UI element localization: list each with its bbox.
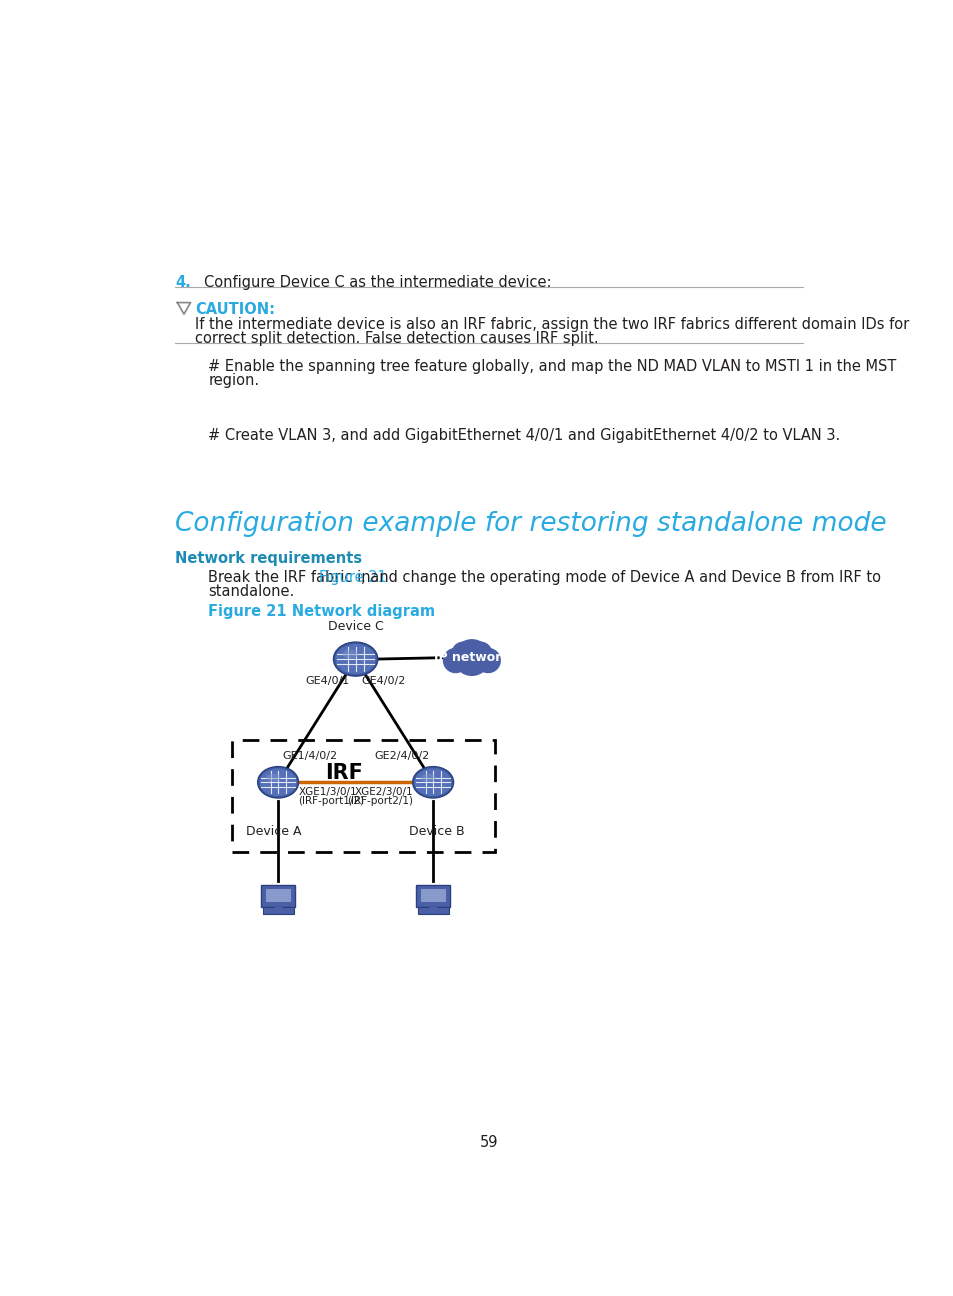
Bar bbox=[232, 740, 495, 851]
Text: GE4/0/2: GE4/0/2 bbox=[361, 677, 406, 686]
Text: GE4/0/1: GE4/0/1 bbox=[305, 677, 349, 686]
Text: XGE1/3/0/1: XGE1/3/0/1 bbox=[298, 787, 356, 797]
Text: standalone.: standalone. bbox=[208, 583, 294, 599]
Text: correct split detection. False detection causes IRF split.: correct split detection. False detection… bbox=[195, 330, 598, 346]
Text: XGE2/3/0/1: XGE2/3/0/1 bbox=[354, 787, 413, 797]
Text: CAUTION:: CAUTION: bbox=[195, 302, 274, 316]
Text: 4.: 4. bbox=[174, 275, 191, 290]
Text: (IRF-port1/2): (IRF-port1/2) bbox=[298, 796, 364, 806]
Circle shape bbox=[451, 642, 475, 665]
Circle shape bbox=[442, 648, 468, 673]
FancyBboxPatch shape bbox=[261, 885, 294, 907]
Circle shape bbox=[453, 639, 490, 677]
Text: # Create VLAN 3, and add GigabitEthernet 4/0/1 and GigabitEthernet 4/0/2 to VLAN: # Create VLAN 3, and add GigabitEthernet… bbox=[208, 428, 840, 443]
Ellipse shape bbox=[266, 774, 280, 781]
Ellipse shape bbox=[334, 642, 377, 677]
Circle shape bbox=[475, 648, 500, 673]
Text: Network requirements: Network requirements bbox=[174, 551, 362, 566]
Ellipse shape bbox=[342, 649, 358, 658]
Ellipse shape bbox=[335, 644, 375, 674]
Text: Break the IRF fabric in: Break the IRF fabric in bbox=[208, 570, 375, 584]
Ellipse shape bbox=[413, 767, 453, 798]
Text: Device C: Device C bbox=[328, 619, 383, 632]
Text: IP network: IP network bbox=[434, 651, 509, 664]
Text: Device B: Device B bbox=[409, 826, 464, 839]
Ellipse shape bbox=[259, 769, 296, 796]
Text: Configure Device C as the intermediate device:: Configure Device C as the intermediate d… bbox=[204, 275, 552, 290]
Text: # Enable the spanning tree feature globally, and map the ND MAD VLAN to MSTI 1 i: # Enable the spanning tree feature globa… bbox=[208, 359, 896, 373]
Text: GE1/4/0/2: GE1/4/0/2 bbox=[282, 750, 336, 761]
Text: Figure 21: Figure 21 bbox=[319, 570, 387, 584]
Text: 59: 59 bbox=[479, 1135, 497, 1150]
Ellipse shape bbox=[257, 767, 298, 798]
Ellipse shape bbox=[415, 769, 452, 796]
Text: GE2/4/0/2: GE2/4/0/2 bbox=[374, 750, 429, 761]
FancyBboxPatch shape bbox=[262, 907, 294, 914]
Text: If the intermediate device is also an IRF fabric, assign the two IRF fabrics dif: If the intermediate device is also an IR… bbox=[195, 318, 908, 332]
Text: region.: region. bbox=[208, 373, 259, 388]
FancyBboxPatch shape bbox=[266, 889, 291, 902]
Text: Device A: Device A bbox=[246, 826, 302, 839]
Circle shape bbox=[469, 642, 492, 665]
Text: IRF: IRF bbox=[325, 763, 362, 783]
Text: (IRF-port2/1): (IRF-port2/1) bbox=[347, 796, 413, 806]
FancyBboxPatch shape bbox=[416, 885, 450, 907]
Text: Figure 21 Network diagram: Figure 21 Network diagram bbox=[208, 604, 435, 618]
Text: Configuration example for restoring standalone mode: Configuration example for restoring stan… bbox=[174, 511, 885, 538]
FancyBboxPatch shape bbox=[420, 889, 445, 902]
Ellipse shape bbox=[420, 774, 436, 781]
Circle shape bbox=[461, 642, 482, 662]
FancyBboxPatch shape bbox=[417, 907, 448, 914]
Text: , and change the operating mode of Device A and Device B from IRF to: , and change the operating mode of Devic… bbox=[360, 570, 881, 584]
